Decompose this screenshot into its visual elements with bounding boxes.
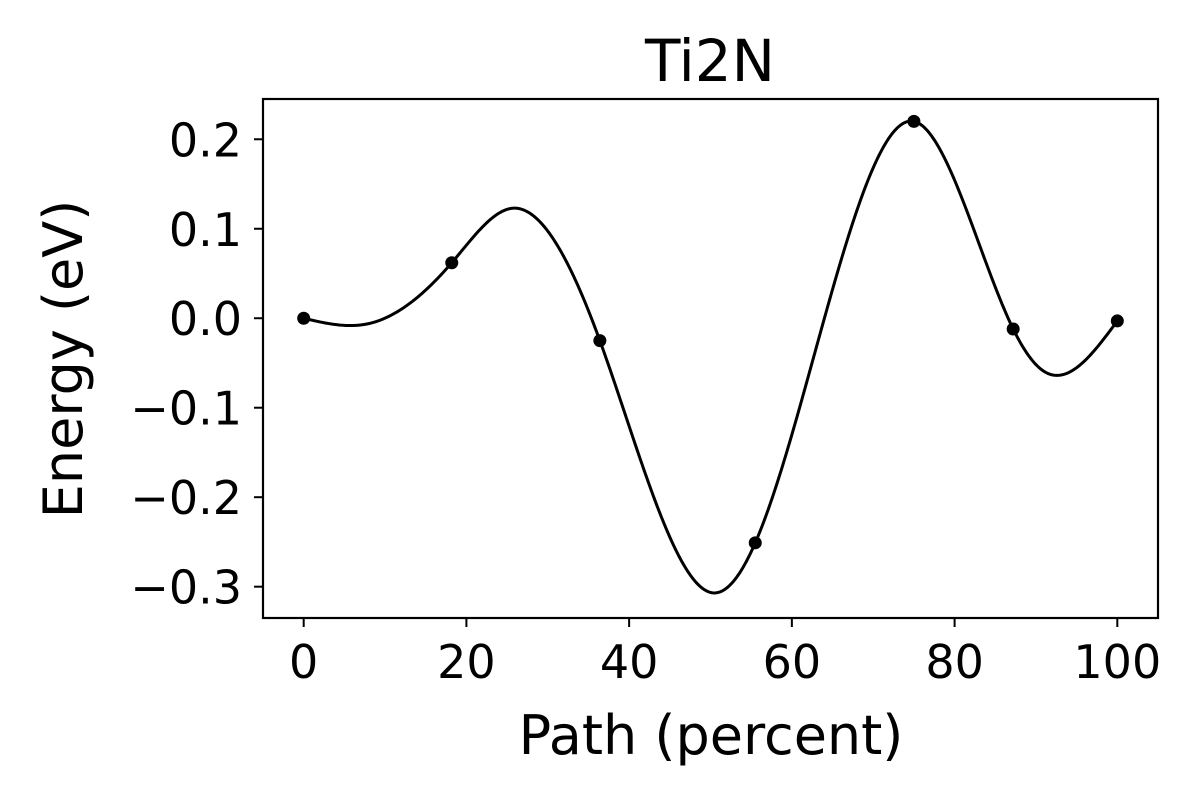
y-axis-label: Energy (eV) — [32, 200, 95, 519]
data-point — [748, 536, 762, 550]
energy-curve — [303, 119, 1119, 595]
y-tick-label: −0.2 — [130, 471, 242, 525]
data-point — [1110, 314, 1124, 328]
x-tick-label: 40 — [600, 635, 659, 689]
data-point — [1006, 322, 1020, 336]
x-tick-label: 100 — [1073, 635, 1161, 689]
series-layer — [297, 114, 1124, 595]
data-point — [445, 256, 459, 270]
data-point — [297, 311, 311, 325]
data-point — [907, 114, 921, 128]
x-tick-label: 0 — [289, 635, 318, 689]
y-axis-ticks: 0.2 0.1 0.0 −0.1 −0.2 −0.3 — [130, 113, 263, 615]
x-tick-label: 80 — [925, 635, 984, 689]
chart-title: Ti2N — [644, 27, 775, 95]
x-axis-label: Path (percent) — [519, 704, 904, 767]
x-axis-ticks: 0 20 40 60 80 100 — [289, 618, 1161, 689]
y-tick-label: 0.0 — [169, 292, 242, 346]
data-point — [593, 334, 607, 348]
y-tick-label: 0.2 — [169, 113, 242, 167]
y-tick-label: −0.1 — [130, 382, 242, 436]
plot-frame — [261, 97, 1160, 620]
y-tick-label: 0.1 — [169, 203, 242, 257]
x-tick-label: 20 — [437, 635, 496, 689]
x-tick-label: 60 — [763, 635, 822, 689]
y-tick-label: −0.3 — [130, 561, 242, 615]
